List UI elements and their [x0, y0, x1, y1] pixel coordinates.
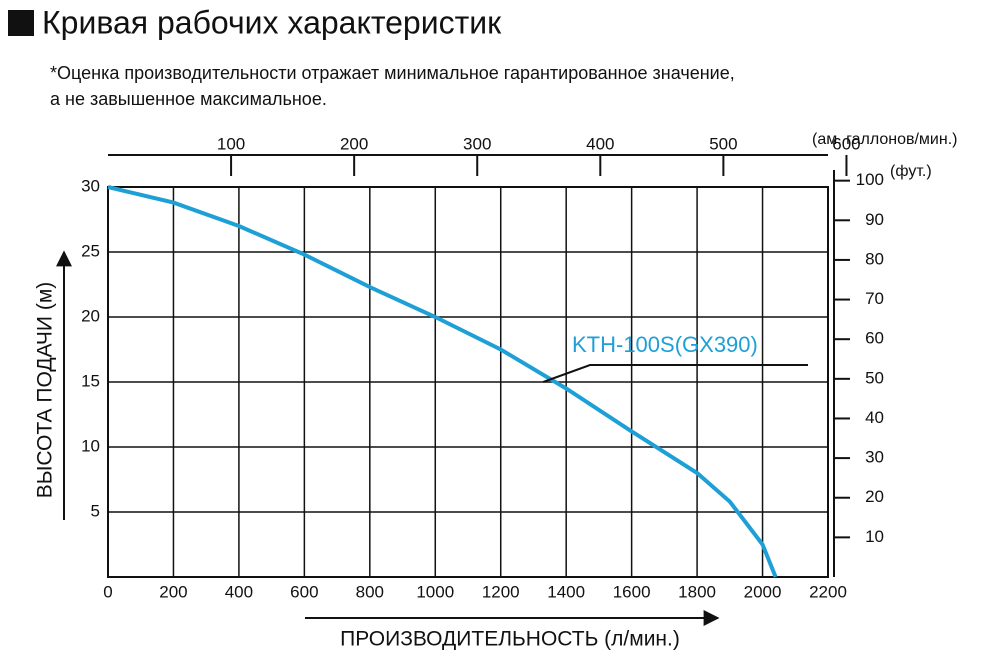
y2-tick-label: 20 — [865, 487, 884, 506]
x2-axis-label: (ам. галлонов/мин.) — [812, 131, 957, 148]
note-line: а не завышенное максимальное. — [50, 89, 327, 109]
y2-tick-label: 80 — [865, 249, 884, 268]
x-tick-label: 200 — [159, 582, 187, 601]
y2-tick-label: 90 — [865, 210, 884, 229]
x-tick-label: 800 — [356, 582, 384, 601]
x-tick-label: 2200 — [809, 582, 847, 601]
x-tick-label: 400 — [225, 582, 253, 601]
x2-tick-label: 400 — [586, 134, 614, 153]
y2-tick-label: 40 — [865, 408, 884, 427]
x2-tick-label: 200 — [340, 134, 368, 153]
y-tick-label: 5 — [91, 501, 100, 520]
series-label: KTH-100S(GX390) — [572, 332, 758, 357]
title-square — [8, 10, 34, 36]
note-line: *Оценка производительности отражает мини… — [50, 63, 735, 83]
y2-tick-label: 10 — [865, 527, 884, 546]
x-tick-label: 1000 — [416, 582, 454, 601]
y-tick-label: 30 — [81, 176, 100, 195]
series-line — [107, 185, 778, 578]
y2-tick-label: 60 — [865, 329, 884, 348]
x-tick-label: 1600 — [613, 582, 651, 601]
x-tick-label: 0 — [103, 582, 112, 601]
y-axis-label: ВЫСОТА ПОДАЧИ (м) — [34, 282, 57, 499]
x2-tick-label: 600 — [832, 134, 860, 153]
y2-axis-label: (фут.) — [890, 163, 932, 180]
x-axis-label: ПРОИЗВОДИТЕЛЬНОСТЬ (л/мин.) — [340, 628, 680, 651]
y-tick-label: 25 — [81, 241, 100, 260]
y2-tick-label: 100 — [856, 170, 884, 189]
chart-title: Кривая рабочих характеристик — [42, 4, 502, 40]
y-tick-label: 15 — [81, 371, 100, 390]
x2-tick-label: 300 — [463, 134, 491, 153]
y2-tick-label: 30 — [865, 448, 884, 467]
y-tick-label: 20 — [81, 306, 100, 325]
leader-line — [542, 364, 808, 383]
x-tick-label: 600 — [290, 582, 318, 601]
x2-tick-label: 100 — [217, 134, 245, 153]
x-tick-label: 1400 — [547, 582, 585, 601]
x2-tick-label: 500 — [709, 134, 737, 153]
x-tick-label: 1800 — [678, 582, 716, 601]
y2-tick-label: 70 — [865, 289, 884, 308]
y-tick-label: 10 — [81, 436, 100, 455]
x-tick-label: 2000 — [744, 582, 782, 601]
y2-tick-label: 50 — [865, 368, 884, 387]
x-tick-label: 1200 — [482, 582, 520, 601]
